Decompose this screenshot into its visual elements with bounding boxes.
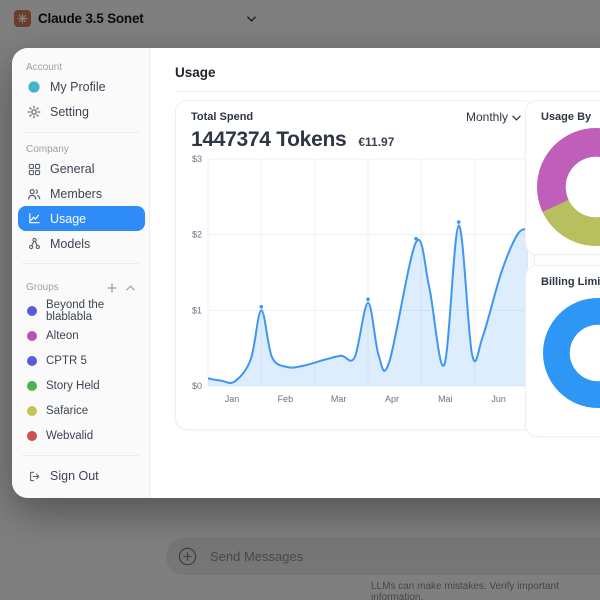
total-spend-card: Total Spend Monthly 1447374 Tokens €11.9… (175, 100, 535, 430)
section-label-company: Company (26, 144, 135, 155)
total-spend-label: Total Spend (191, 111, 253, 123)
group-color-dot (27, 356, 37, 366)
usage-chart-icon (27, 212, 41, 226)
sidebar-item-setting[interactable]: Setting (12, 100, 149, 125)
group-color-dot (27, 431, 37, 441)
spend-line-chart: $0 $1 $2 $3 Jan Feb Mar Apr Mai Jun (176, 153, 528, 413)
svg-text:$3: $3 (192, 154, 202, 164)
page-title: Usage (175, 65, 600, 80)
settings-modal: Account My Profile Setting Company Gener… (12, 48, 600, 498)
group-item[interactable]: Safarice (12, 398, 149, 423)
period-dropdown[interactable]: Monthly (466, 110, 521, 124)
group-item[interactable]: Beyond the blablabla (12, 299, 149, 324)
svg-text:Jan: Jan (225, 394, 240, 404)
chevron-down-icon (512, 110, 521, 124)
total-amount-value: €11.97 (358, 135, 394, 149)
group-color-dot (27, 381, 37, 391)
group-color-dot (27, 406, 37, 416)
grid-icon (27, 162, 41, 176)
usage-main: Usage Total Spend Monthly 1447374 Tokens… (150, 48, 600, 498)
svg-text:$1: $1 (192, 305, 202, 315)
members-people-icon (27, 187, 41, 201)
usage-by-label: Usage By (541, 111, 591, 123)
svg-text:Mai: Mai (438, 394, 453, 404)
profile-avatar-icon (27, 80, 41, 94)
sidebar-divider (22, 455, 139, 456)
billing-limit-label: Billing Limit (541, 276, 600, 288)
section-label-groups: Groups (26, 282, 105, 293)
group-color-dot (27, 306, 37, 316)
add-group-icon[interactable] (105, 281, 119, 295)
collapse-groups-chevron-up-icon[interactable] (123, 281, 137, 295)
svg-text:Jun: Jun (491, 394, 506, 404)
sidebar-divider (22, 132, 139, 133)
svg-text:$0: $0 (192, 381, 202, 391)
group-item[interactable]: Webvalid (12, 423, 149, 448)
group-color-dot (27, 331, 37, 341)
svg-text:Mar: Mar (331, 394, 347, 404)
usage-by-donut-chart (537, 128, 600, 246)
group-item[interactable]: CPTR 5 (12, 349, 149, 374)
sidebar-item-members[interactable]: Members (12, 181, 149, 206)
signout-section: Sign Out (12, 448, 149, 489)
sidebar-divider (22, 263, 139, 264)
group-item[interactable]: Story Held (12, 374, 149, 399)
gear-icon (27, 105, 41, 119)
models-hierarchy-icon (27, 237, 41, 251)
sidebar-item-my-profile[interactable]: My Profile (12, 75, 149, 100)
sign-out-button[interactable]: Sign Out (12, 463, 149, 489)
svg-text:Apr: Apr (385, 394, 399, 404)
billing-limit-card: Billing Limit (525, 265, 600, 437)
settings-sidebar: Account My Profile Setting Company Gener… (12, 48, 150, 498)
sidebar-item-models[interactable]: Models (12, 231, 149, 256)
groups-header: Groups (12, 281, 149, 295)
sidebar-item-usage[interactable]: Usage (18, 206, 145, 231)
sidebar-item-general[interactable]: General (12, 157, 149, 182)
section-label-account: Account (26, 62, 135, 73)
usage-by-card: Usage By (525, 100, 600, 255)
sign-out-icon (27, 469, 41, 483)
total-tokens-value: 1447374 Tokens (191, 128, 346, 152)
group-item[interactable]: Alteon (12, 324, 149, 349)
billing-limit-donut-chart (543, 298, 600, 408)
svg-text:$2: $2 (192, 230, 202, 240)
svg-text:Feb: Feb (278, 394, 294, 404)
header-divider (175, 91, 600, 92)
